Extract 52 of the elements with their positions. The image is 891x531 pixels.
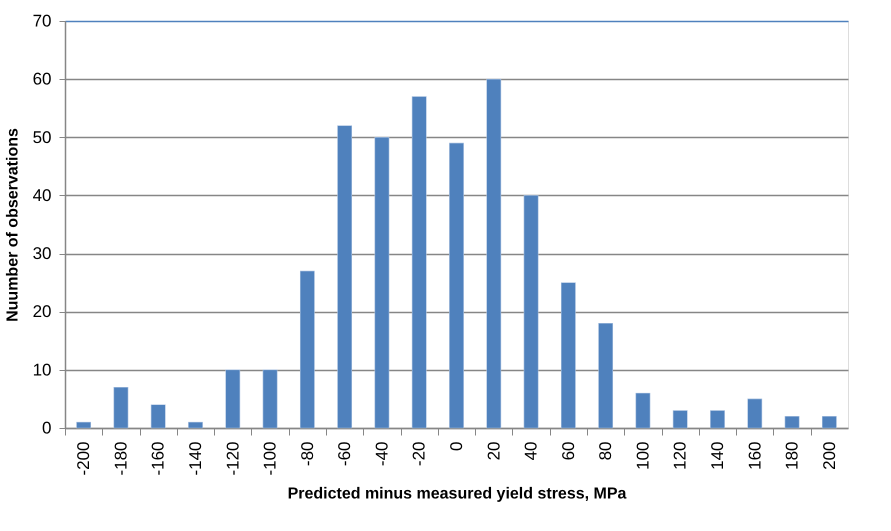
bar <box>262 370 278 428</box>
bar <box>784 416 800 428</box>
x-tick-label: -40 <box>372 442 392 466</box>
x-tick-label: 120 <box>670 442 690 470</box>
bar <box>822 416 837 428</box>
bar <box>560 282 576 428</box>
y-tick-label: 0 <box>42 418 52 438</box>
bar <box>486 78 502 428</box>
x-axis-title: Predicted minus measured yield stress, MPa <box>288 486 626 503</box>
bar <box>710 410 725 428</box>
x-tick-label: -100 <box>260 442 280 476</box>
bar <box>598 323 614 428</box>
bar <box>636 392 650 428</box>
x-tick-label: -140 <box>186 442 205 476</box>
bar <box>76 422 92 428</box>
y-tick-label: 10 <box>32 360 52 380</box>
x-tick-label: 200 <box>820 442 839 470</box>
x-tick-label: 100 <box>633 442 652 470</box>
y-tick-label: 40 <box>32 186 52 205</box>
x-tick-label: 80 <box>596 442 616 460</box>
bar <box>374 136 390 428</box>
bar <box>412 96 427 428</box>
x-tick-label: -80 <box>298 442 317 466</box>
x-tick-label: -20 <box>410 442 429 466</box>
x-tick-label: -200 <box>74 442 94 476</box>
bar <box>114 387 128 428</box>
x-tick-label: -60 <box>335 442 354 466</box>
y-tick-label: 30 <box>32 244 52 264</box>
x-tick-label: 60 <box>558 442 578 460</box>
bar <box>300 270 315 428</box>
y-tick-label: 50 <box>32 128 52 147</box>
y-axis-title: Nuumber of observations <box>4 128 22 322</box>
bar <box>747 398 762 428</box>
x-tick-label: 140 <box>708 442 727 470</box>
bar <box>524 195 538 428</box>
y-tick-label: 70 <box>32 12 52 30</box>
y-tick-label: 60 <box>32 70 52 89</box>
bar <box>337 125 352 428</box>
bar <box>188 422 203 428</box>
bar <box>672 410 688 428</box>
x-tick-label: 180 <box>782 442 802 470</box>
x-tick-label: 40 <box>522 442 541 460</box>
bar <box>449 142 464 428</box>
x-tick-label: -160 <box>148 442 168 476</box>
y-tick-label: 20 <box>32 302 52 322</box>
x-tick-label: 20 <box>484 442 504 460</box>
x-tick-label: 160 <box>745 442 764 470</box>
bar <box>225 370 240 428</box>
bar <box>150 404 166 428</box>
x-tick-label: -120 <box>223 442 242 476</box>
x-tick-label: 0 <box>447 442 466 451</box>
x-tick-label: -180 <box>111 442 130 476</box>
